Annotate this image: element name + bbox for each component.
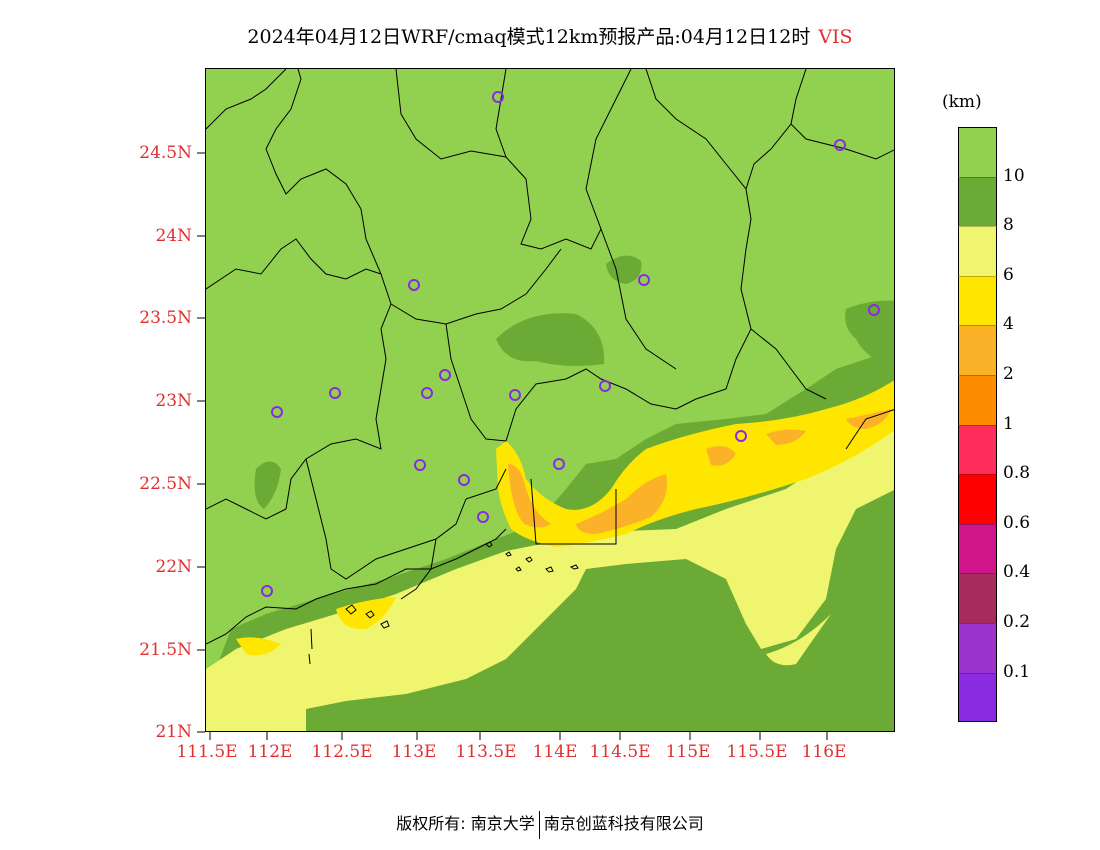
colorbar-label: 1 [1003, 413, 1014, 434]
x-tick-label: 114.5E [589, 742, 651, 762]
copyright-footer: 版权所有: 南京大学 南京创蓝科技有限公司 [0, 810, 1100, 839]
boundary-lines [206, 69, 894, 645]
colorbar-unit: (km) [942, 92, 982, 112]
title-variable: VIS [818, 26, 853, 48]
colorbar-swatch [958, 176, 997, 227]
x-tick-label: 112.5E [311, 742, 373, 762]
colorbar-swatch [958, 672, 997, 723]
x-tick-label: 115.5E [726, 742, 788, 762]
station-marker [638, 274, 650, 286]
vis-4-6-areas [236, 380, 894, 656]
station-marker [439, 369, 451, 381]
x-tick-label: 115E [665, 742, 711, 762]
y-tick-label: 24N [155, 226, 192, 246]
colorbar-swatch [958, 375, 997, 425]
station-marker [599, 380, 611, 392]
y-tick-label: 23N [155, 391, 192, 411]
footer-right: 南京创蓝科技有限公司 [543, 814, 704, 833]
station-marker [735, 430, 747, 442]
colorbar-swatch [958, 573, 997, 623]
colorbar-label: 2 [1003, 364, 1014, 384]
title-main: 2024年04月12日WRF/cmaq模式12km预报产品:04月12日12时 [247, 26, 811, 48]
station-marker [477, 511, 489, 523]
colorbar-swatch [958, 474, 997, 524]
x-tick-label: 112E [247, 742, 293, 762]
colorbar-label: 8 [1003, 215, 1014, 236]
station-marker [553, 458, 565, 470]
colorbar-swatch [958, 424, 997, 475]
colorbar-swatch [958, 523, 997, 574]
x-tick-label: 113.5E [455, 742, 517, 762]
y-tick-label: 21.5N [139, 640, 192, 660]
y-tick-label: 22N [155, 557, 192, 577]
colorbar-label: 0.4 [1003, 562, 1031, 583]
colorbar-label: 0.2 [1003, 612, 1031, 632]
colorbar-label: 4 [1003, 314, 1014, 335]
colorbar-label: 0.6 [1003, 512, 1031, 533]
x-tick-label: 116E [801, 742, 847, 762]
colorbar-swatch [958, 226, 997, 276]
map-panel [205, 68, 895, 732]
station-marker [492, 91, 504, 103]
colorbar-swatch [958, 127, 997, 177]
station-markers [261, 91, 880, 597]
colorbar-label: 0.8 [1003, 463, 1031, 484]
station-marker [458, 474, 470, 486]
y-tick-label: 22.5N [139, 474, 192, 494]
colorbar-swatch [958, 623, 997, 673]
map-title: 2024年04月12日WRF/cmaq模式12km预报产品:04月12日12时 V… [0, 22, 1100, 49]
vis-6-8-areas [206, 410, 894, 731]
station-marker [271, 406, 283, 418]
station-marker [834, 139, 846, 151]
station-marker [408, 279, 420, 291]
station-marker [261, 585, 273, 597]
station-marker [509, 389, 521, 401]
y-tick-label: 24.5N [139, 143, 192, 163]
y-tick-label: 21N [155, 722, 192, 742]
station-marker [868, 304, 880, 316]
colorbar-swatch [958, 325, 997, 375]
colorbar-label: 10 [1003, 165, 1025, 186]
x-tick-label: 114E [532, 742, 578, 762]
footer-left: 版权所有: 南京大学 [396, 814, 535, 833]
station-marker [329, 387, 341, 399]
colorbar-swatch [958, 275, 997, 326]
coastal-islands [308, 541, 579, 665]
colorbar-label: 0.1 [1003, 661, 1031, 682]
x-tick-label: 113E [391, 742, 437, 762]
x-tick-label: 111.5E [176, 742, 238, 762]
footer-separator [538, 810, 540, 839]
y-tick-label: 23.5N [139, 308, 192, 328]
colorbar-label: 6 [1003, 264, 1014, 285]
visibility-map [206, 69, 894, 731]
station-marker [421, 387, 433, 399]
station-marker [414, 459, 426, 471]
